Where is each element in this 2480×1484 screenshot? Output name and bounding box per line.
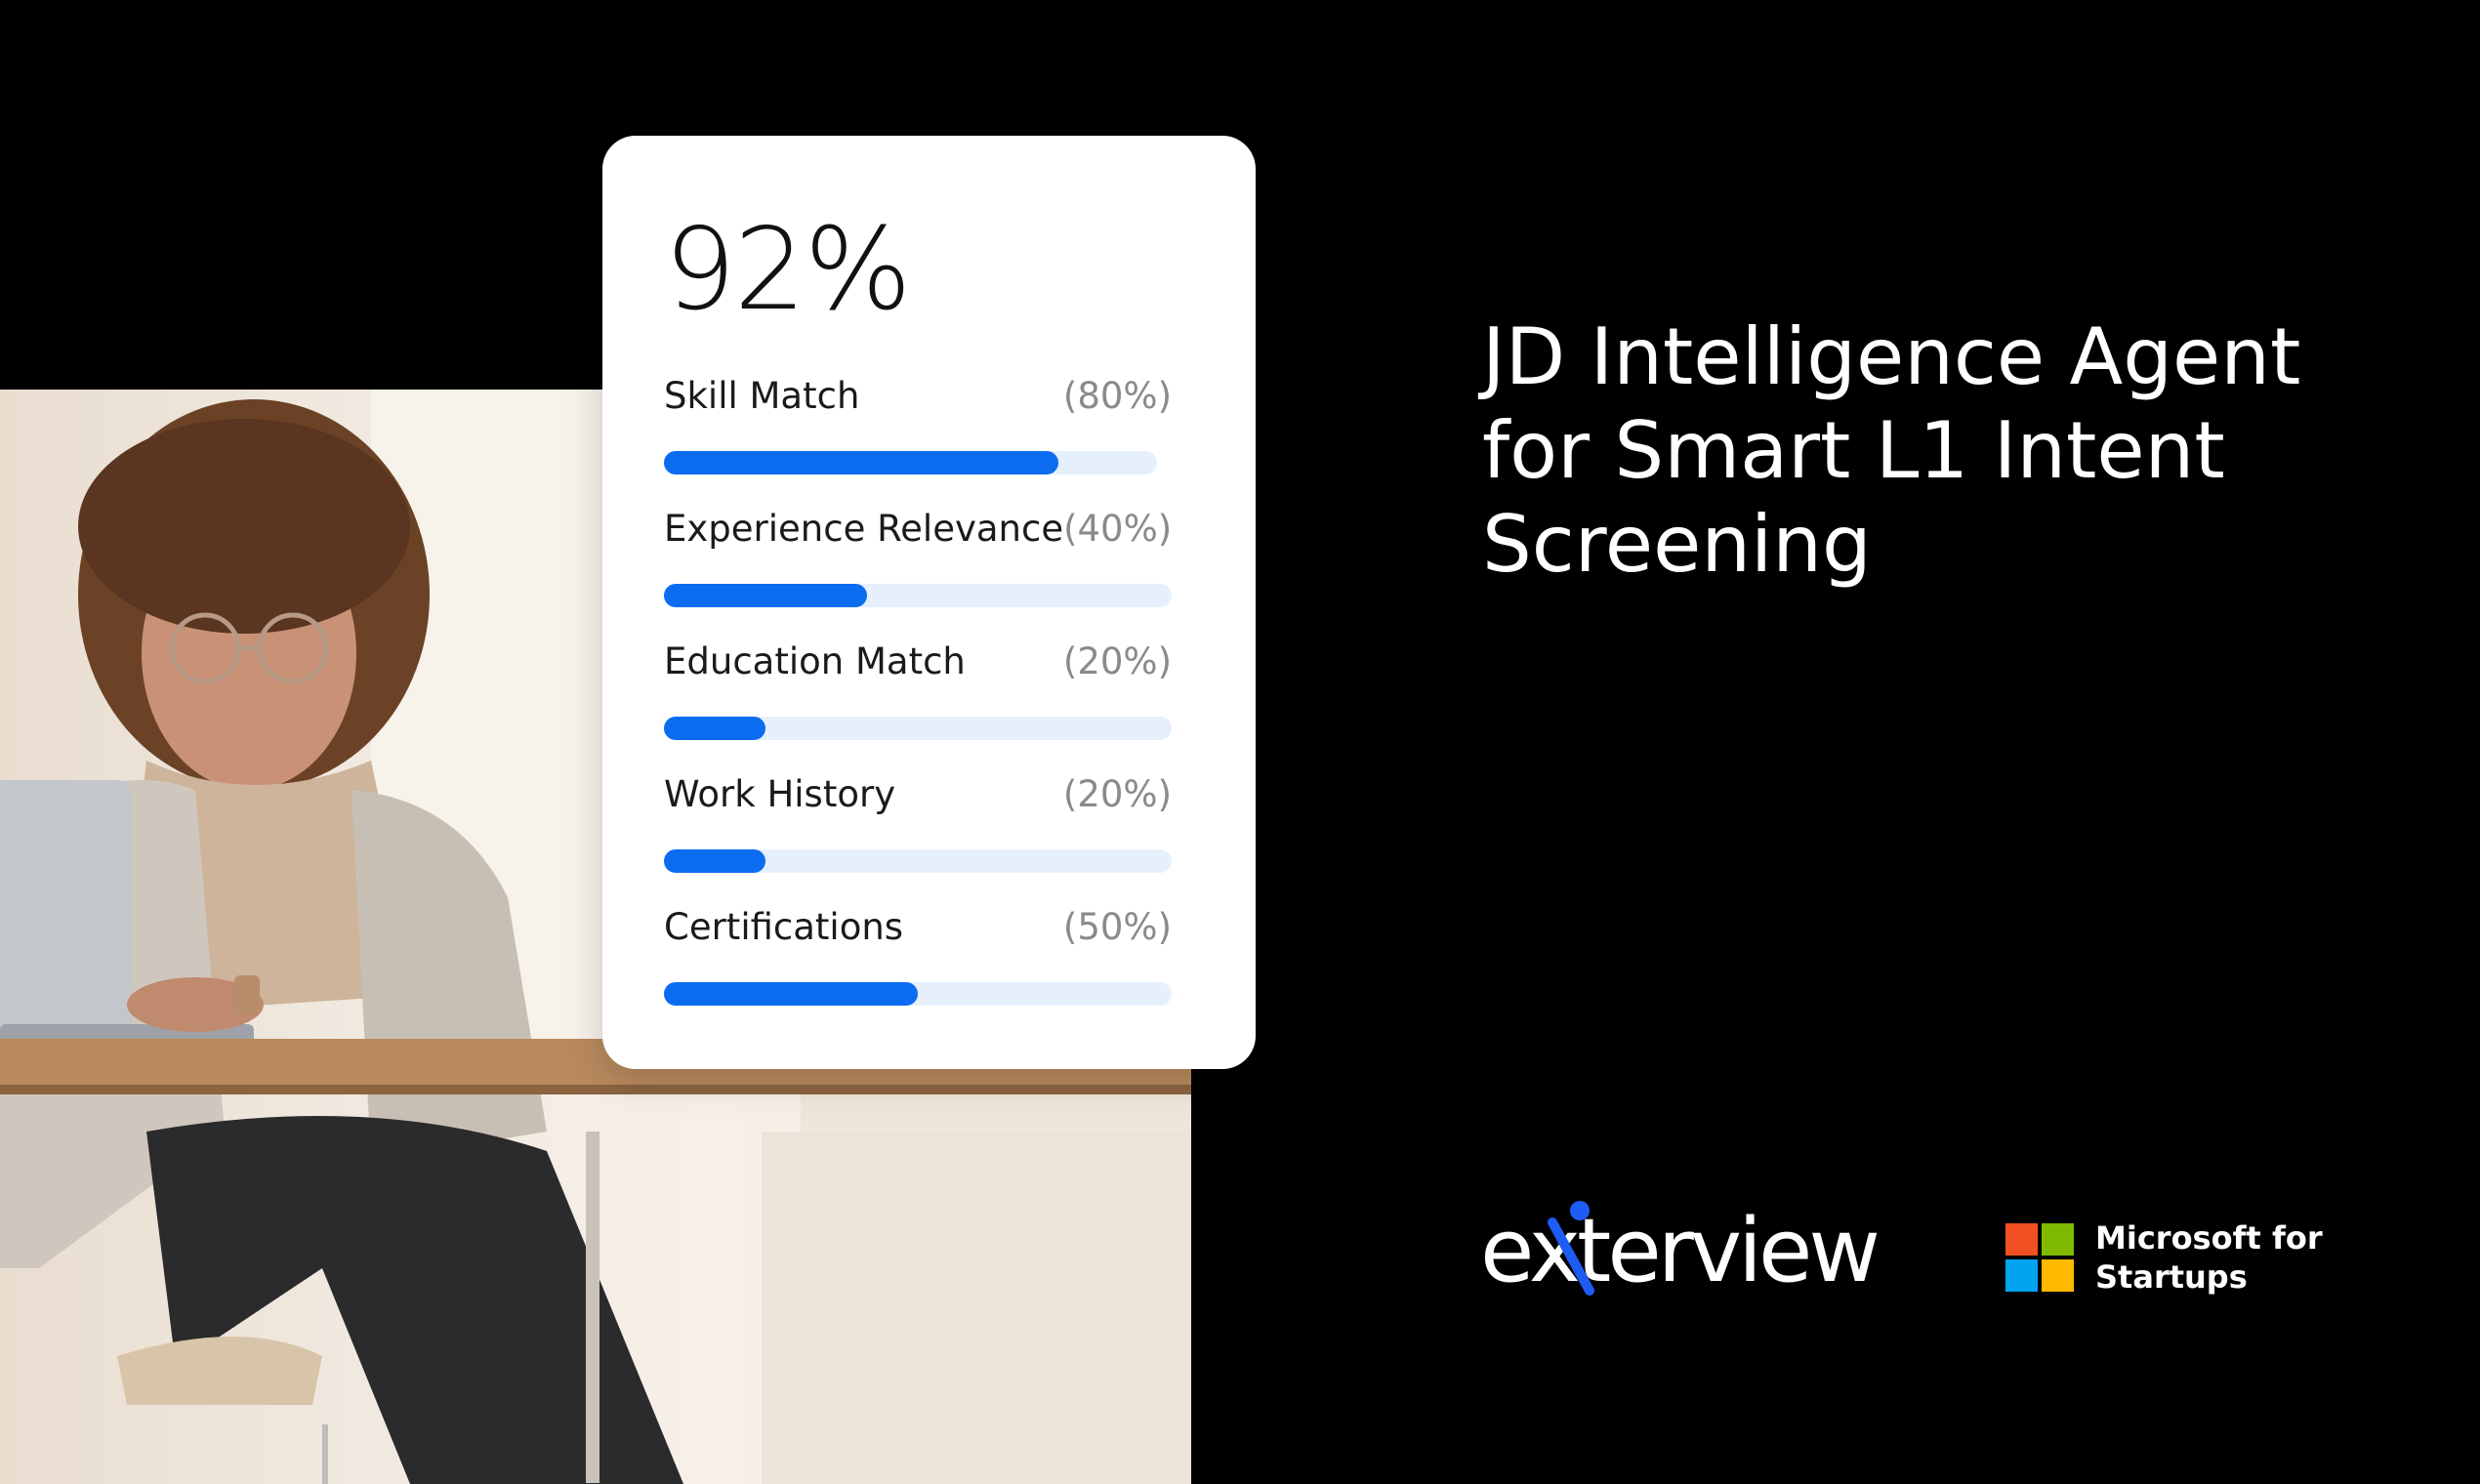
microsoft-for-startups-label: Microsoft for Startups (2095, 1218, 2323, 1297)
metric-experience-relevance: Experience Relevance (40%) (664, 508, 1172, 640)
metric-bar-track (664, 584, 1172, 607)
metric-bar-fill (664, 849, 765, 873)
metric-bar-fill (664, 982, 918, 1006)
ms-square-green (2042, 1223, 2074, 1256)
brand-wordmark: exterview (1480, 1200, 1881, 1302)
overall-match-score: 92% (664, 204, 912, 336)
headline-line: for Smart L1 Intent (1482, 405, 2225, 496)
metric-label: Experience Relevance (664, 508, 1064, 550)
metric-skill-match: Skill Match (80%) (664, 375, 1172, 508)
metric-percent: (20%) (1062, 640, 1172, 682)
match-score-card: 92% Skill Match (80%) Experience Relevan… (602, 136, 1256, 1069)
metric-education-match: Education Match (20%) (664, 640, 1172, 773)
microsoft-logo-icon (2005, 1223, 2074, 1292)
metric-label: Education Match (664, 640, 966, 682)
metric-bar-track (664, 849, 1172, 873)
exterview-logo: exterview (1480, 1193, 1881, 1310)
ms-square-red (2005, 1223, 2038, 1256)
metric-bar-track (664, 982, 1172, 1006)
metric-percent: (40%) (1063, 508, 1173, 550)
metric-label: Work History (664, 773, 896, 815)
metric-label: Certifications (664, 906, 904, 948)
headline-line: JD Intelligence Agent (1482, 311, 2301, 402)
metric-percent: (80%) (1062, 375, 1172, 417)
metric-bar-fill (664, 584, 867, 607)
metric-bar-track (664, 451, 1157, 474)
metric-bar-fill (664, 717, 765, 740)
partner-line: Startups (2095, 1258, 2248, 1296)
partner-line: Microsoft for (2095, 1219, 2323, 1257)
metrics-list: Skill Match (80%) Experience Relevance (… (664, 375, 1172, 1039)
metric-label: Skill Match (664, 375, 860, 417)
ms-square-yellow (2042, 1259, 2074, 1292)
metric-work-history: Work History (20%) (664, 773, 1172, 906)
metric-bar-track (664, 717, 1172, 740)
metric-percent: (50%) (1062, 906, 1172, 948)
brand-accent-mark (1548, 1201, 1594, 1296)
metric-certifications: Certifications (50%) (664, 906, 1172, 1039)
headline-line: Screening (1482, 499, 1872, 590)
headline: JD Intelligence Agent for Smart L1 Inten… (1482, 310, 2361, 592)
metric-percent: (20%) (1062, 773, 1172, 815)
ms-square-blue (2005, 1259, 2038, 1292)
metric-bar-fill (664, 451, 1058, 474)
